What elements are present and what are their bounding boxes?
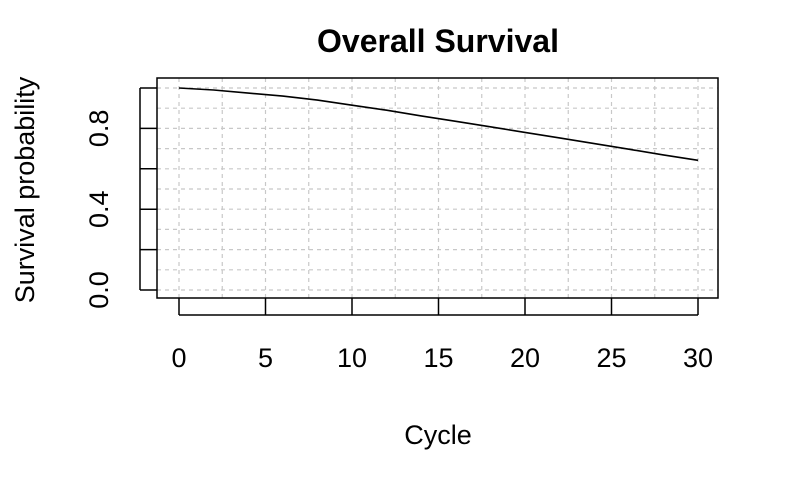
x-axis-label: Cycle xyxy=(404,420,472,450)
x-tick-label: 15 xyxy=(423,343,453,373)
overall-survival-line xyxy=(178,87,699,162)
y-tick-label: 0.4 xyxy=(84,190,114,228)
plot-frame xyxy=(156,77,719,299)
y-tick-label: 0.8 xyxy=(84,110,114,148)
x-tick-label: 0 xyxy=(171,343,186,373)
x-tick-label: 20 xyxy=(510,343,540,373)
y-tick-label: 0.0 xyxy=(84,271,114,309)
series-layer xyxy=(178,87,699,162)
grid xyxy=(157,78,718,298)
x-axis: 0 5 10 15 20 25 30 xyxy=(171,298,713,373)
x-tick-label: 5 xyxy=(258,343,273,373)
x-tick-label: 30 xyxy=(683,343,713,373)
x-tick-label: 10 xyxy=(337,343,367,373)
chart-title: Overall Survival xyxy=(317,23,559,59)
y-axis: 0.0 0.4 0.8 xyxy=(84,87,157,309)
y-axis-label: Survival probability xyxy=(10,76,40,303)
x-tick-label: 25 xyxy=(596,343,626,373)
